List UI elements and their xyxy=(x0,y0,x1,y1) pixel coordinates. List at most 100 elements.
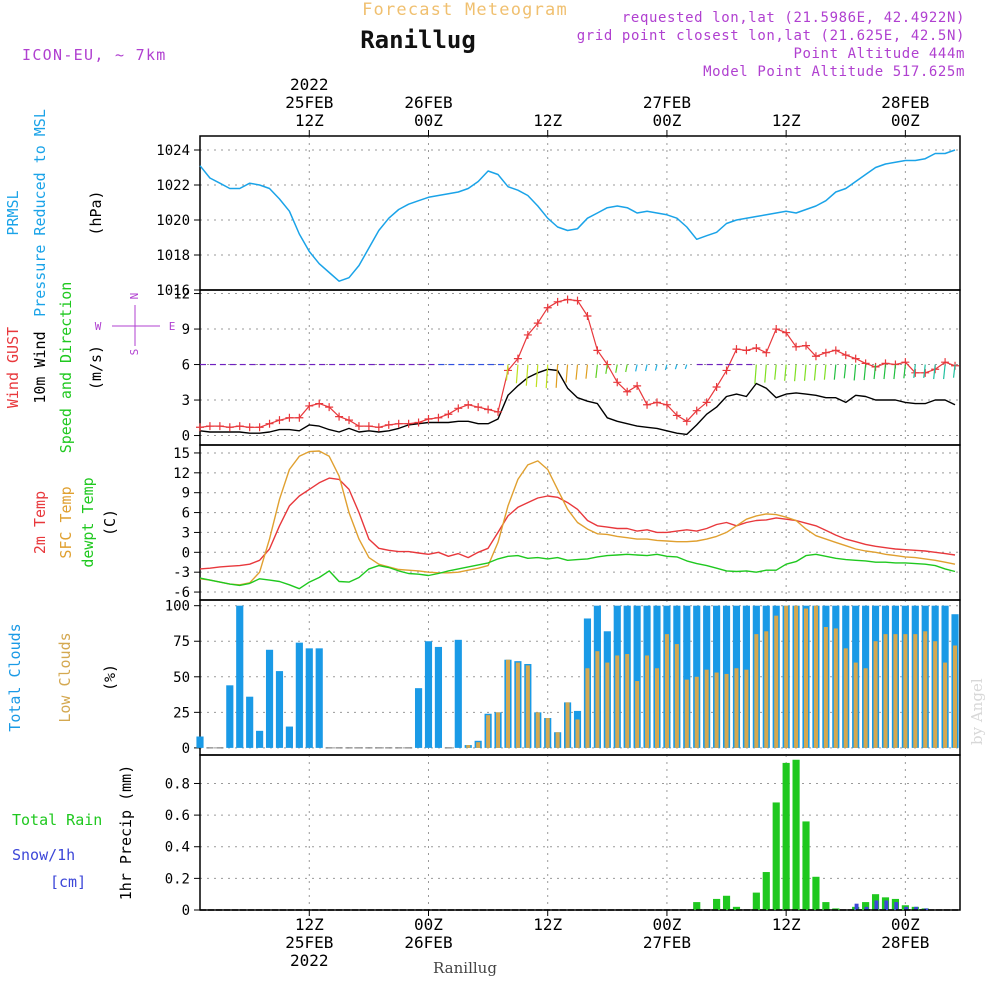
gust-marker xyxy=(841,351,850,360)
wind-direction-arrow xyxy=(615,364,618,373)
gust-marker xyxy=(523,330,532,339)
y-tick-label: 0 xyxy=(182,741,190,757)
gust-marker xyxy=(722,366,731,375)
low-cloud-bar xyxy=(565,702,570,748)
panel-frame xyxy=(199,135,961,291)
gust-marker xyxy=(563,295,572,304)
panel-frame xyxy=(199,754,961,911)
gust-marker xyxy=(196,423,204,432)
panel-label-wind: (m/s) xyxy=(87,345,105,390)
location-title: Ranillug xyxy=(360,26,476,54)
temp-dewpt-line xyxy=(199,553,956,590)
gust-marker xyxy=(802,341,811,350)
snow-bar xyxy=(864,906,869,910)
gust-marker xyxy=(692,406,701,415)
y-tick-label: 0 xyxy=(182,903,190,919)
wind-direction-arrow xyxy=(625,364,628,373)
low-cloud-bar xyxy=(933,641,938,748)
y-tick-label: 0.6 xyxy=(165,808,190,824)
gust-marker xyxy=(553,297,562,306)
gust-marker xyxy=(225,423,234,432)
total-cloud-bar xyxy=(285,726,293,748)
low-cloud-bar xyxy=(903,634,908,748)
low-cloud-bar xyxy=(853,662,858,748)
panel-frame xyxy=(199,444,961,601)
low-cloud-bar xyxy=(535,712,540,748)
snow-legend-label: Snow/1h xyxy=(12,846,75,864)
low-cloud-bar xyxy=(893,634,898,748)
y-tick-label: 25 xyxy=(173,705,190,721)
low-cloud-bar xyxy=(585,668,590,748)
gust-marker xyxy=(384,420,393,429)
panel-label-clouds: Low Clouds xyxy=(56,632,74,722)
wind-direction-arrow xyxy=(952,364,956,378)
gust-marker xyxy=(275,416,284,425)
wind-direction-arrow xyxy=(565,364,569,383)
total-cloud-bar xyxy=(265,649,274,748)
low-cloud-bar xyxy=(873,641,878,748)
low-cloud-bar xyxy=(505,659,510,748)
panel-label-clouds: (%) xyxy=(101,664,119,691)
wind-direction-arrow xyxy=(555,364,559,388)
wind-direction-arrow xyxy=(853,364,857,381)
y-tick-label: 50 xyxy=(173,670,190,686)
gust-marker xyxy=(354,422,363,431)
gust-marker xyxy=(752,343,761,352)
wind-direction-arrow xyxy=(575,364,579,380)
snow-bar xyxy=(874,900,879,910)
gust-marker xyxy=(772,325,781,334)
gust-marker xyxy=(444,410,453,419)
wind-direction-arrow xyxy=(823,364,827,380)
y-tick-label: 3 xyxy=(182,525,190,541)
low-cloud-bar xyxy=(486,715,491,748)
gust-marker xyxy=(315,399,324,408)
snow-bar xyxy=(894,902,899,910)
wind-direction-arrow xyxy=(793,364,797,382)
gust-marker xyxy=(414,418,423,427)
gust-marker xyxy=(792,342,801,351)
gust-marker xyxy=(662,400,671,409)
y-tick-label: 1024 xyxy=(156,143,190,159)
low-cloud-bar xyxy=(645,655,650,748)
low-cloud-bar xyxy=(714,672,719,748)
bottom-time-label: 00Z xyxy=(891,915,920,934)
low-cloud-bar xyxy=(774,615,779,748)
gust-marker xyxy=(235,422,244,431)
bottom-time-label: 00Z xyxy=(414,915,443,934)
low-cloud-bar xyxy=(843,648,848,748)
y-tick-label: 0 xyxy=(182,545,190,561)
panel-label-pressure: (hPa) xyxy=(87,190,105,235)
total-cloud-bar xyxy=(275,671,284,748)
low-cloud-bar xyxy=(754,634,759,748)
info-line-1: requested lon,lat (21.5986E, 42.4922N) xyxy=(622,10,965,26)
panel-label-wind: Wind GUST xyxy=(4,327,22,408)
y-tick-label: 1020 xyxy=(156,213,190,229)
gust-marker xyxy=(821,348,830,357)
wind-direction-arrow xyxy=(635,364,638,372)
header-subtitle: Forecast Meteogram xyxy=(362,0,568,20)
info-line-3: Point Altitude 444m xyxy=(793,46,965,62)
gust-marker xyxy=(434,413,443,422)
wind-direction-arrow xyxy=(545,364,549,389)
y-tick-label: -3 xyxy=(173,565,190,581)
gust-marker xyxy=(265,419,274,428)
low-cloud-bar xyxy=(625,654,630,748)
rain-bar xyxy=(762,872,770,910)
y-tick-label: 75 xyxy=(173,634,190,650)
gust-marker xyxy=(652,398,661,407)
panel-label-wind: Speed and Direction xyxy=(57,282,75,454)
top-time-label: 26FEB xyxy=(404,93,452,112)
wind-direction-arrow xyxy=(873,364,877,380)
gust-marker xyxy=(583,312,592,321)
low-cloud-bar xyxy=(674,644,679,748)
low-cloud-bar xyxy=(476,742,481,748)
footer-location: Ranillug xyxy=(433,959,497,977)
low-cloud-bar xyxy=(833,628,838,748)
gust-marker xyxy=(742,346,751,355)
panel-label-temperature: (C) xyxy=(101,509,119,536)
panel-precip: 0 0.2 0.4 0.6 0.8 xyxy=(165,754,961,919)
rain-bar xyxy=(832,908,840,910)
wind-direction-arrow xyxy=(754,364,757,384)
bottom-time-label: 27FEB xyxy=(643,933,691,952)
